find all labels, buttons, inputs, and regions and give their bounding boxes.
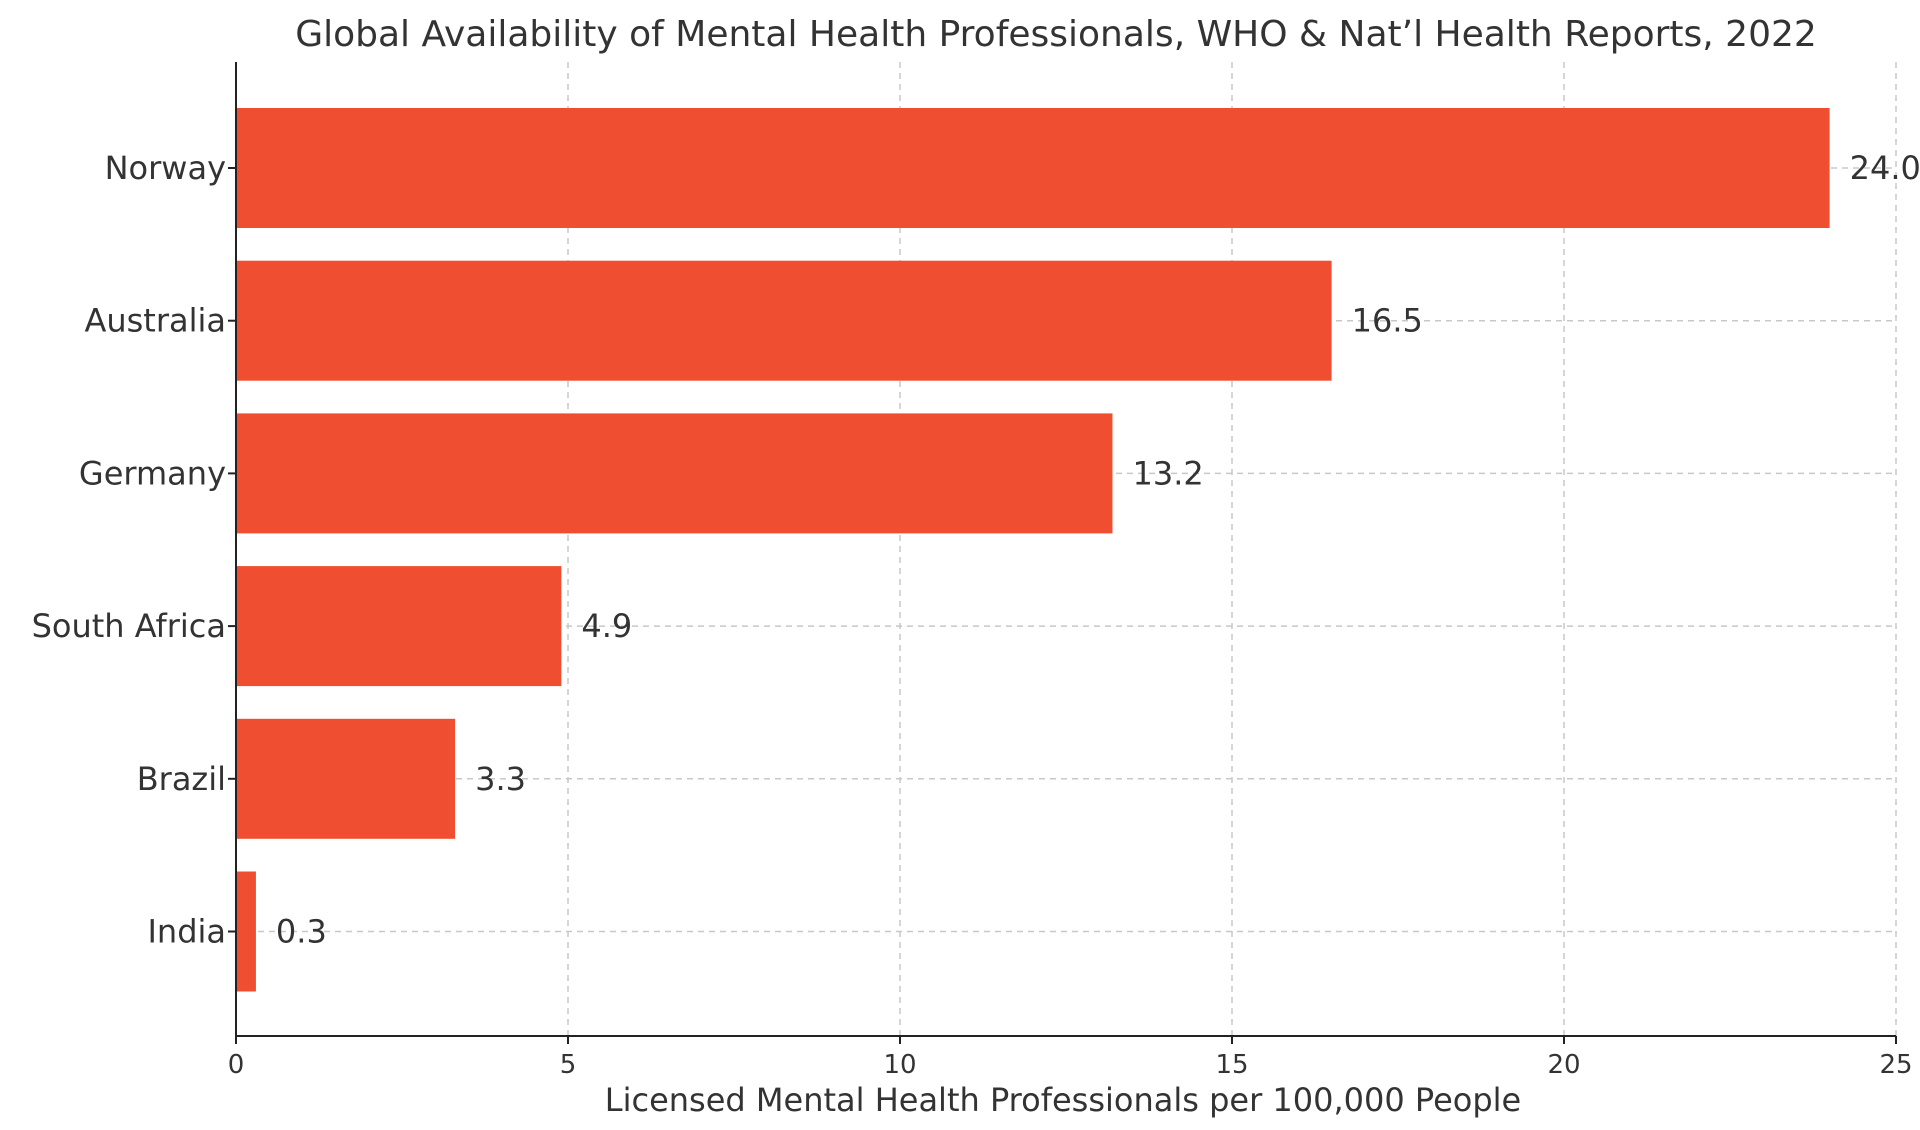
x-tick-label: 20 xyxy=(1547,1050,1580,1080)
bar-norway xyxy=(236,108,1830,228)
bar-brazil xyxy=(236,718,456,839)
y-tick-label: Brazil xyxy=(137,760,226,798)
x-tick-label: 5 xyxy=(560,1050,577,1080)
x-axis-label: Licensed Mental Health Professionals per… xyxy=(605,1081,1521,1119)
bars-layer xyxy=(236,108,1830,992)
data-label: 13.2 xyxy=(1132,454,1203,492)
data-label: 4.9 xyxy=(581,607,632,645)
y-tick-label: Australia xyxy=(84,302,226,340)
data-label: 3.3 xyxy=(475,760,526,798)
y-tick-label: South Africa xyxy=(32,607,226,645)
bar-australia xyxy=(236,260,1332,381)
y-tick-label: Norway xyxy=(105,149,226,187)
labels-layer: 24.0 Norway 16.5 Australia 13.2 Germany 4.9 Sou… xyxy=(32,149,1920,1080)
bar-germany xyxy=(236,413,1113,534)
bar-india xyxy=(236,871,256,992)
data-label: 0.3 xyxy=(276,913,327,951)
x-tick-label: 15 xyxy=(1215,1050,1248,1080)
x-tick-label: 10 xyxy=(883,1050,916,1080)
y-tick-label: India xyxy=(147,913,226,951)
x-tick-label: 0 xyxy=(228,1050,245,1080)
data-label: 24.0 xyxy=(1850,149,1920,187)
bar-south-africa xyxy=(236,566,562,687)
x-tick-label: 25 xyxy=(1879,1050,1912,1080)
data-label: 16.5 xyxy=(1352,302,1423,340)
axes-layer xyxy=(228,62,1897,1044)
y-tick-label: Germany xyxy=(79,454,226,492)
chart-title: Global Availability of Mental Health Pro… xyxy=(295,14,1817,55)
